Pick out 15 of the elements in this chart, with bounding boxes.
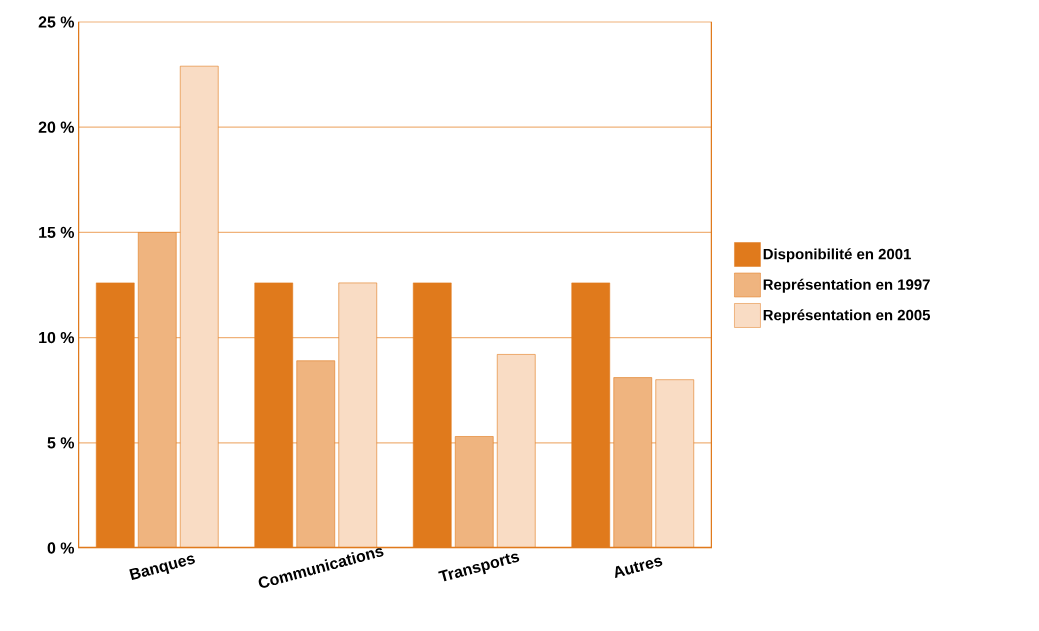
y-tick-label: 5 % bbox=[47, 437, 75, 449]
y-tick-label: 10 % bbox=[39, 331, 75, 344]
legend-label: Représentation en 1997 bbox=[763, 278, 930, 293]
y-tick-label: 20 % bbox=[38, 121, 75, 133]
y-tick-label: 0 % bbox=[47, 542, 75, 554]
x-tick-label: Autres bbox=[615, 557, 663, 579]
x-tick-label: Banques bbox=[129, 555, 195, 581]
y-tick-label: 25 % bbox=[38, 16, 75, 28]
legend-label: Disponibilité en 2001 bbox=[763, 248, 911, 263]
bar bbox=[338, 282, 377, 548]
bar bbox=[180, 66, 219, 548]
y-tick-label: 15 % bbox=[39, 226, 75, 239]
bar bbox=[497, 354, 536, 548]
bar bbox=[655, 379, 695, 548]
legend-label: Représentation en 2005 bbox=[763, 309, 931, 324]
